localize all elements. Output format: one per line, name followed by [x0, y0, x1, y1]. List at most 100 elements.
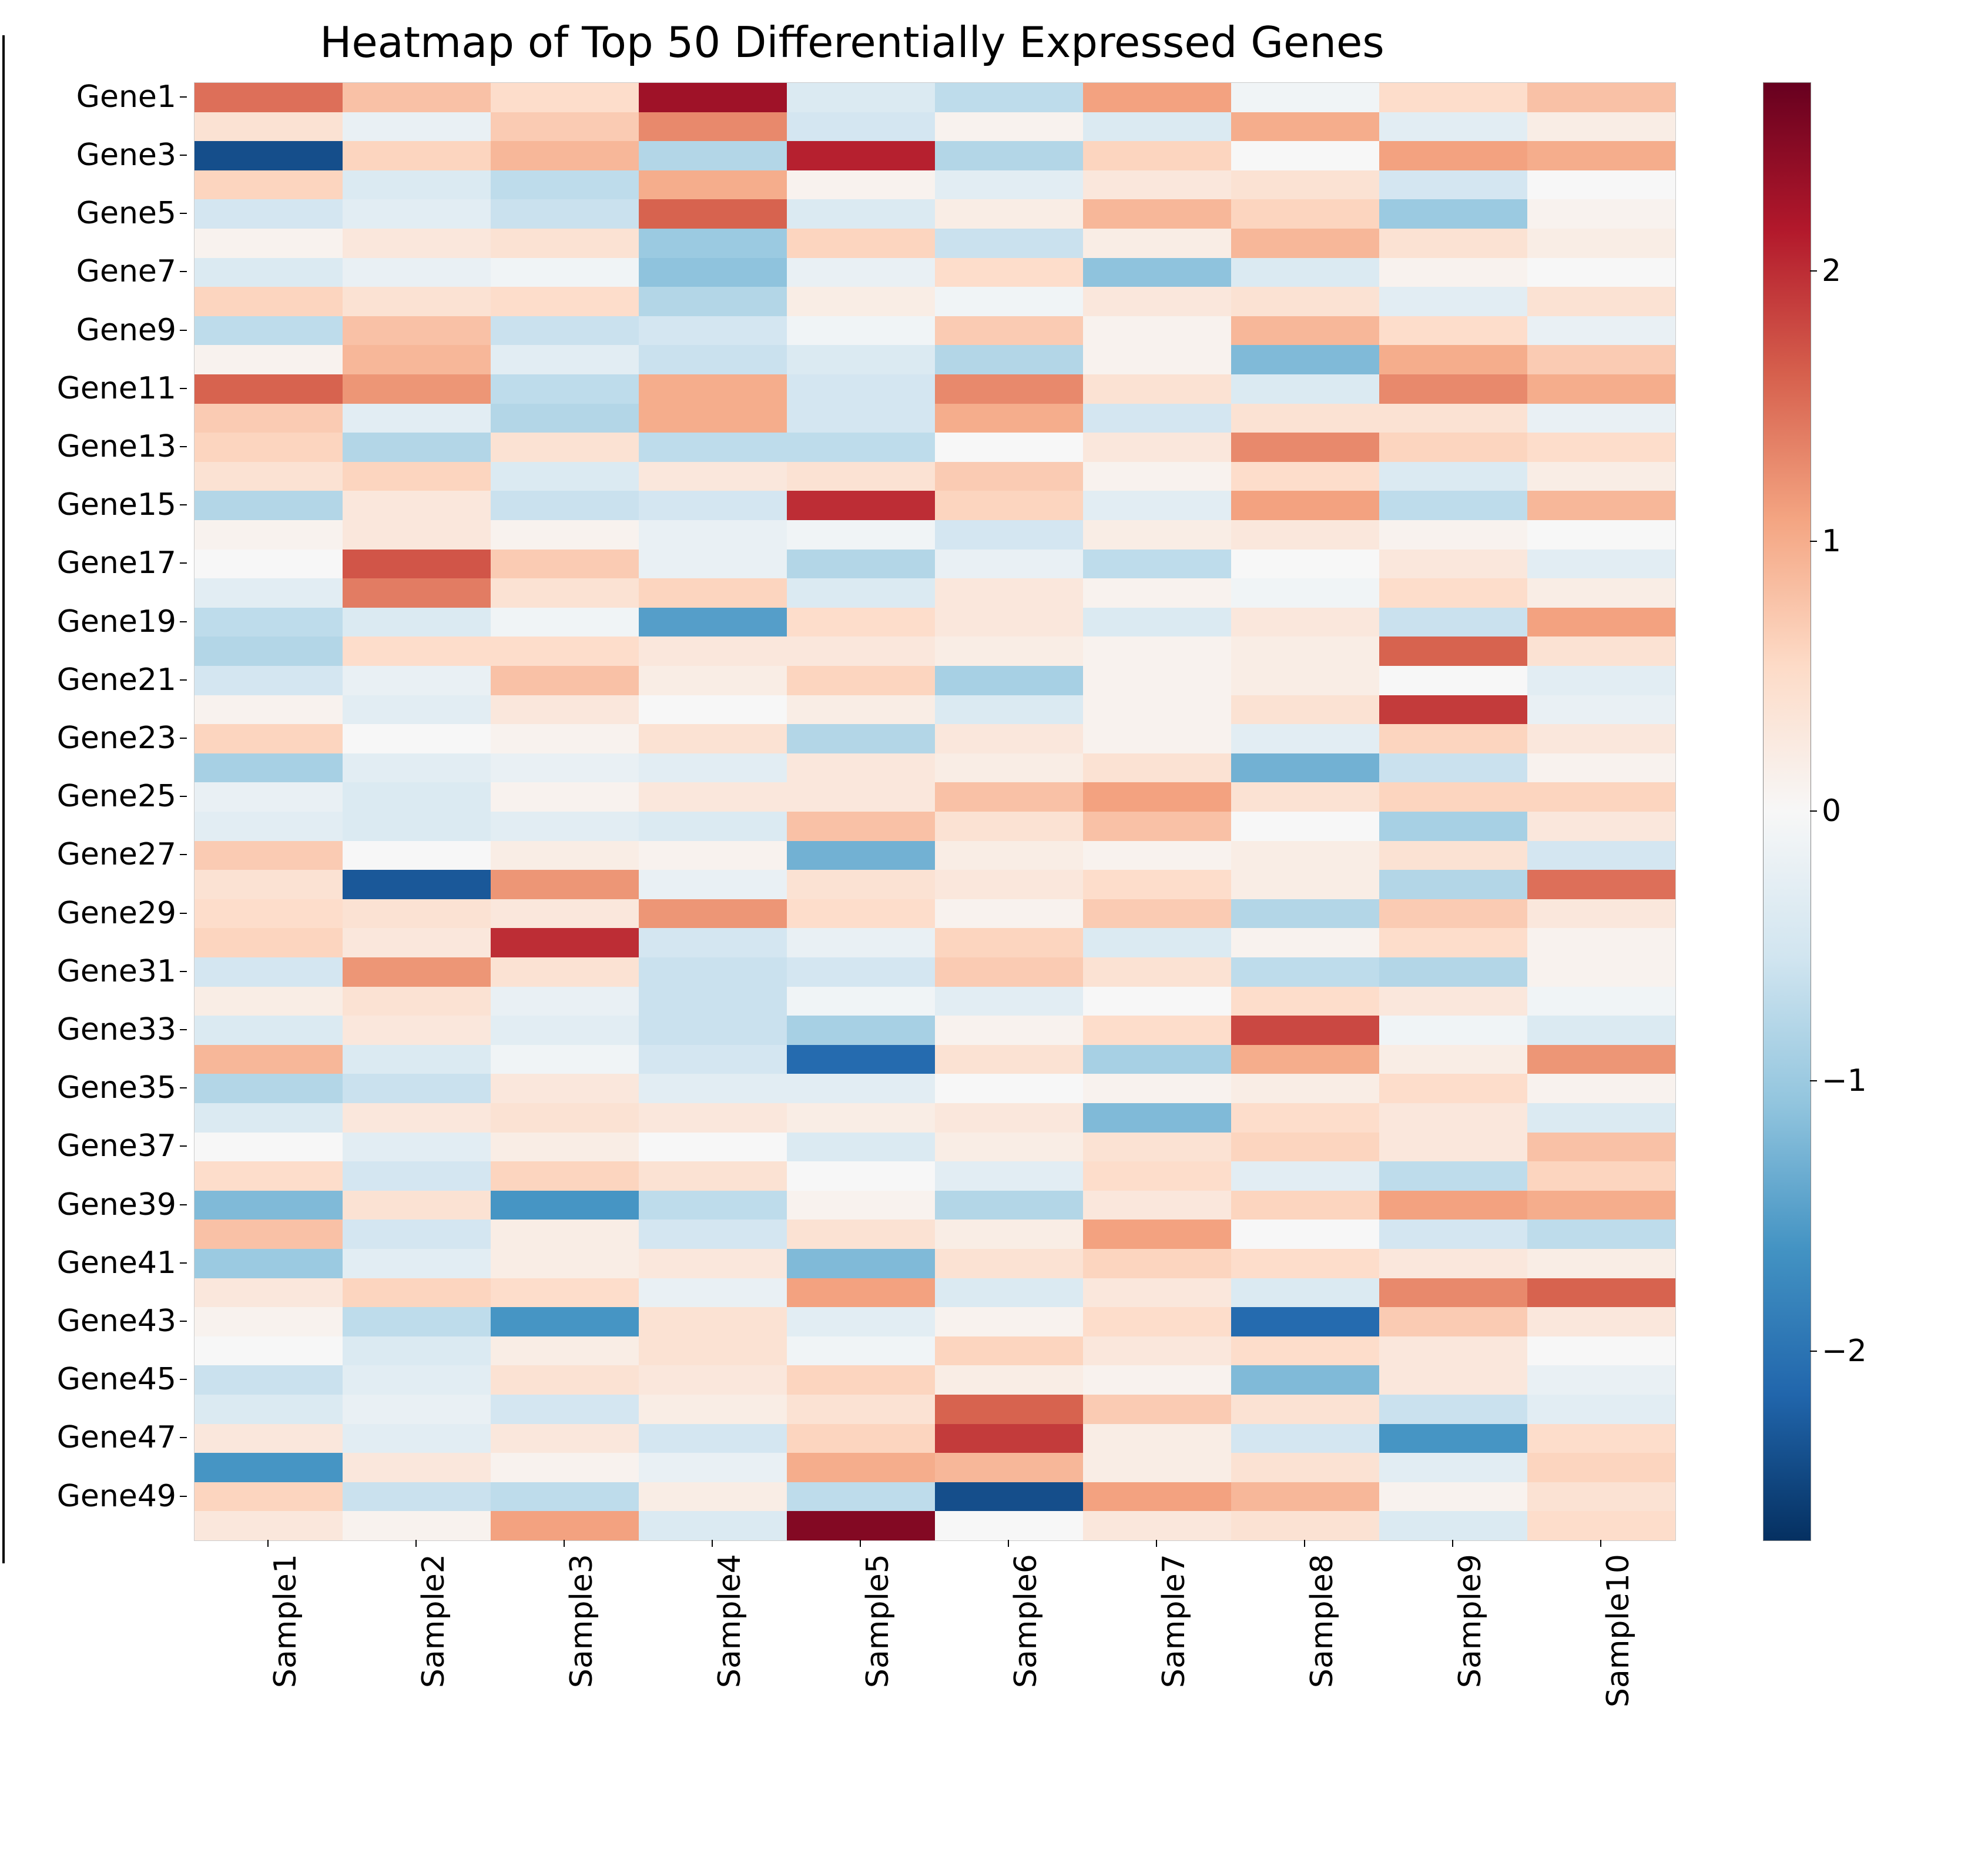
heatmap-cell: [195, 724, 343, 753]
heatmap-cell: [1083, 112, 1231, 142]
heatmap-cell: [1231, 1103, 1379, 1133]
heatmap-cell: [1527, 1161, 1675, 1191]
heatmap-cell: [343, 1220, 491, 1249]
heatmap-cell: [1379, 1365, 1527, 1395]
x-tick-label: Sample5: [860, 1554, 896, 1688]
heatmap-cell: [343, 520, 491, 550]
heatmap-cell: [639, 170, 787, 200]
heatmap-cell: [1379, 782, 1527, 812]
heatmap-cell: [1527, 1395, 1675, 1424]
heatmap-cell: [1083, 462, 1231, 491]
heatmap-cell: [491, 1249, 639, 1278]
heatmap-cell: [1379, 1395, 1527, 1424]
heatmap-cell: [1379, 112, 1527, 142]
heatmap-cell: [195, 870, 343, 899]
heatmap-cell: [1527, 870, 1675, 899]
heatmap-cell: [343, 1191, 491, 1220]
x-tick-label: Sample1: [268, 1554, 303, 1688]
heatmap-cell: [787, 1511, 935, 1540]
heatmap-cell: [639, 1395, 787, 1424]
heatmap-cell: [1083, 870, 1231, 899]
heatmap-cell: [491, 1220, 639, 1249]
heatmap-cell: [1083, 928, 1231, 957]
heatmap-cell: [1527, 258, 1675, 287]
heatmap-cell: [1379, 1249, 1527, 1278]
heatmap-cell: [787, 1278, 935, 1308]
heatmap-cell: [1083, 636, 1231, 666]
heatmap-cell: [787, 636, 935, 666]
heatmap-cell: [343, 1453, 491, 1482]
heatmap-cell: [1083, 1365, 1231, 1395]
heatmap-cell: [1083, 1395, 1231, 1424]
y-tick-label: Gene21: [57, 662, 176, 698]
heatmap-cell: [1231, 1161, 1379, 1191]
heatmap-cell: [639, 1220, 787, 1249]
y-tick-mark: [180, 1496, 187, 1497]
heatmap-cell: [935, 753, 1083, 783]
heatmap-cell: [935, 550, 1083, 579]
heatmap-cell: [639, 345, 787, 374]
heatmap-cell: [1231, 578, 1379, 608]
heatmap-cell: [1527, 170, 1675, 200]
heatmap-cell: [935, 1336, 1083, 1366]
heatmap-cell: [787, 957, 935, 987]
heatmap-cell: [639, 374, 787, 404]
heatmap-cell: [195, 1016, 343, 1045]
heatmap-cell: [787, 520, 935, 550]
heatmap-cell: [195, 1220, 343, 1249]
heatmap-cell: [787, 433, 935, 462]
heatmap-cell: [195, 112, 343, 142]
heatmap-cell: [343, 199, 491, 229]
heatmap-cell: [1231, 753, 1379, 783]
heatmap-grid: [195, 83, 1675, 1540]
heatmap-cell: [1231, 841, 1379, 870]
heatmap-cell: [491, 1511, 639, 1540]
heatmap-cell: [343, 870, 491, 899]
heatmap-cell: [1527, 782, 1675, 812]
heatmap-cell: [343, 1016, 491, 1045]
heatmap-cell: [639, 1424, 787, 1453]
heatmap-cell: [787, 112, 935, 142]
heatmap-cell: [1231, 928, 1379, 957]
heatmap-cell: [491, 1453, 639, 1482]
heatmap-cell: [195, 1395, 343, 1424]
heatmap-cell: [935, 462, 1083, 491]
heatmap-cell: [787, 1220, 935, 1249]
heatmap-cell: [639, 666, 787, 695]
heatmap-cell: [1527, 1103, 1675, 1133]
heatmap-cell: [1527, 578, 1675, 608]
heatmap-cell: [787, 199, 935, 229]
heatmap-cell: [491, 374, 639, 404]
heatmap-cell: [195, 83, 343, 112]
heatmap-cell: [639, 1249, 787, 1278]
heatmap-cell: [195, 899, 343, 929]
heatmap-cell: [1527, 433, 1675, 462]
heatmap-cell: [639, 404, 787, 433]
heatmap-cell: [343, 1278, 491, 1308]
heatmap-cell: [787, 462, 935, 491]
heatmap-cell: [639, 141, 787, 170]
heatmap-cell: [1231, 141, 1379, 170]
heatmap-cell: [491, 753, 639, 783]
heatmap-cell: [1527, 695, 1675, 725]
y-tick-mark: [180, 1029, 187, 1030]
heatmap-cell: [787, 258, 935, 287]
heatmap-cell: [1527, 1511, 1675, 1540]
colorbar-tick-mark: [1810, 541, 1817, 542]
heatmap-cell: [1083, 287, 1231, 316]
heatmap-cell: [639, 928, 787, 957]
heatmap-cell: [787, 666, 935, 695]
heatmap-cell: [343, 433, 491, 462]
heatmap-cell: [639, 1278, 787, 1308]
heatmap-cell: [1379, 1511, 1527, 1540]
heatmap-cell: [639, 258, 787, 287]
heatmap-cell: [195, 957, 343, 987]
heatmap-cell: [1379, 841, 1527, 870]
heatmap-cell: [1527, 316, 1675, 346]
heatmap-cell: [343, 1424, 491, 1453]
heatmap-cell: [1527, 1191, 1675, 1220]
y-tick-label: Gene25: [57, 779, 176, 814]
heatmap-cell: [491, 550, 639, 579]
heatmap-cell: [935, 491, 1083, 520]
heatmap-cell: [639, 433, 787, 462]
